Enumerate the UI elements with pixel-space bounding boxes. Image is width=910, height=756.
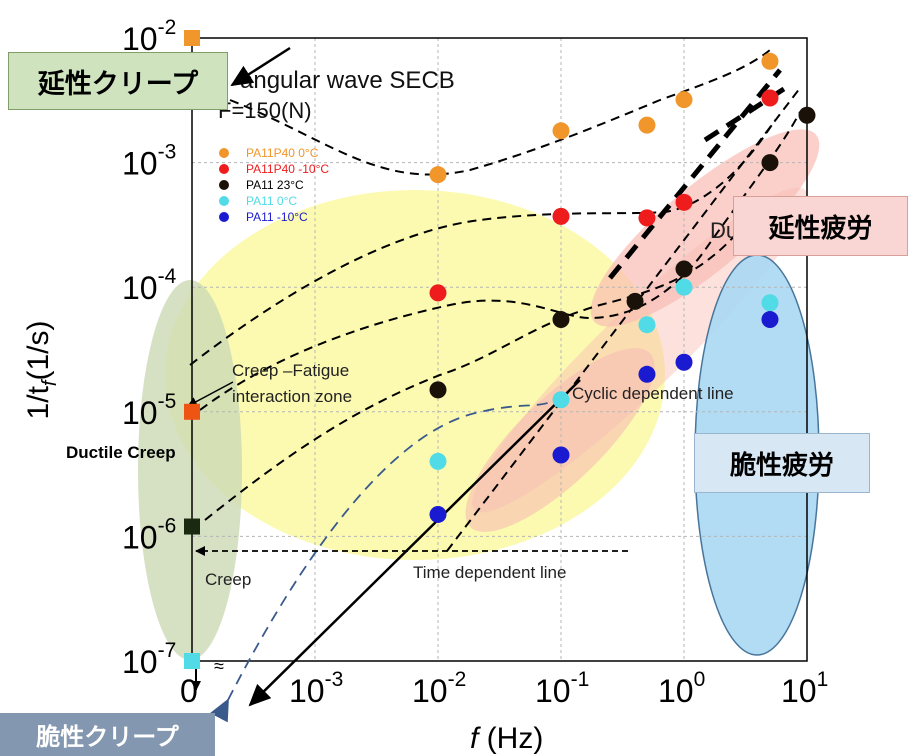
bold-dashed-line bbox=[608, 68, 782, 280]
y-tick-label: 10-2 bbox=[122, 16, 176, 57]
legend-marker bbox=[219, 164, 229, 174]
ductile-creep-box: 延性クリープ bbox=[8, 52, 228, 110]
tick-labels: 10-2 10-3 10-4 10-5 10-6 10-70 10-3 10-2 10-1 100… bbox=[122, 16, 828, 709]
data-point bbox=[429, 166, 447, 184]
trend-PA11-23C bbox=[199, 111, 801, 411]
data-point bbox=[429, 284, 447, 302]
data-point bbox=[675, 193, 693, 211]
data-point bbox=[552, 207, 570, 225]
cyclic-zone bbox=[465, 348, 655, 532]
y-tick-label: 10-3 bbox=[122, 141, 176, 182]
data-point bbox=[638, 316, 656, 334]
data-point bbox=[638, 209, 656, 227]
data-points bbox=[429, 52, 816, 523]
data-point bbox=[429, 381, 447, 399]
x-tick-label: 0 bbox=[180, 673, 198, 709]
data-point bbox=[626, 292, 644, 310]
data-point bbox=[552, 122, 570, 140]
brittle-creep-curve bbox=[209, 391, 561, 723]
y-tick-label: 10-4 bbox=[122, 265, 177, 306]
legend-label: PA11P40 -10°C bbox=[246, 162, 329, 176]
interaction-zone-label: interaction zone bbox=[232, 387, 352, 406]
plot-frame bbox=[191, 37, 808, 662]
creep-marker bbox=[184, 653, 200, 669]
y-tick-label: 10-6 bbox=[122, 514, 176, 555]
x-tick-label: 10-3 bbox=[289, 668, 343, 709]
legend-marker bbox=[219, 180, 229, 190]
legend-marker bbox=[219, 212, 229, 222]
ductile-creep-zone bbox=[138, 280, 242, 660]
data-point bbox=[638, 365, 656, 383]
legend-marker bbox=[219, 196, 229, 206]
creep-fatigue-arrow bbox=[187, 381, 234, 407]
time-dependent-label: Time dependent line bbox=[413, 563, 566, 582]
legend: PA11P40 0°C PA11P40 -10°C PA11 23°C PA11 0°… bbox=[219, 146, 329, 224]
background-zones bbox=[138, 129, 820, 660]
data-point bbox=[675, 278, 693, 296]
x-tick-label: 10-1 bbox=[535, 668, 589, 709]
brittle-creep-box: 脆性クリープ bbox=[0, 713, 215, 756]
chart-subtitle: F=150(N) bbox=[218, 98, 312, 123]
data-point bbox=[761, 154, 779, 172]
data-point bbox=[761, 311, 779, 329]
legend-label: PA11 0°C bbox=[246, 194, 297, 208]
y-tick-label: 10-5 bbox=[122, 390, 176, 431]
creep-markers bbox=[184, 30, 200, 669]
x-tick-label: 10-2 bbox=[412, 668, 466, 709]
pink-band bbox=[472, 187, 808, 513]
trend-PA11-0C bbox=[204, 229, 741, 521]
legend-label: PA11 23°C bbox=[246, 178, 304, 192]
data-point bbox=[552, 391, 570, 409]
chart-title: angular wave SECB bbox=[240, 67, 455, 94]
creep-label: Creep bbox=[205, 570, 251, 589]
ductile-creep-label: Ductile Creep bbox=[66, 443, 176, 462]
svg-text:1/tf(1/s): 1/tf(1/s) bbox=[22, 321, 61, 420]
ductile-fatigue-box: 延性疲労 bbox=[733, 196, 908, 256]
data-point bbox=[798, 106, 816, 124]
x-tick-label: 101 bbox=[781, 668, 828, 709]
data-point bbox=[638, 116, 656, 134]
legend-label: PA11P40 0°C bbox=[246, 146, 319, 160]
y-tick-label: 10-7 bbox=[122, 639, 176, 680]
creep-marker bbox=[184, 30, 200, 46]
trend-lines bbox=[189, 49, 801, 552]
brittle-fatigue-box: 脆性疲労 bbox=[694, 433, 870, 493]
data-point bbox=[429, 452, 447, 470]
data-point bbox=[552, 446, 570, 464]
x-tick-label: 100 bbox=[658, 668, 705, 709]
svg-text:f (Hz): f (Hz) bbox=[470, 722, 543, 755]
trend-PA11P40-0C bbox=[229, 49, 771, 176]
x-axis-label: f (Hz) bbox=[470, 722, 543, 755]
data-point bbox=[761, 52, 779, 70]
axis-break-mark: ≈ bbox=[214, 656, 224, 676]
creep-marker bbox=[184, 403, 200, 420]
data-point bbox=[429, 505, 447, 523]
creep-marker bbox=[184, 518, 200, 535]
data-point bbox=[675, 260, 693, 278]
data-point bbox=[761, 89, 779, 107]
time-dependent-guide bbox=[446, 87, 801, 552]
data-point bbox=[552, 311, 570, 329]
legend-marker bbox=[219, 148, 229, 158]
cyclic-dependent-label: Cyclic dependent line bbox=[572, 384, 734, 403]
data-point bbox=[675, 91, 693, 109]
data-point bbox=[675, 353, 693, 371]
legend-label: PA11 -10°C bbox=[246, 210, 308, 224]
trend-PA11P40-m10C bbox=[189, 119, 776, 366]
ductile-fatigue-zone bbox=[590, 129, 820, 327]
creep-fatigue-label: Creep –Fatigue bbox=[232, 361, 349, 380]
data-point bbox=[761, 294, 779, 312]
cyclic-dependent-arrow-line bbox=[248, 379, 581, 707]
y-axis-label: 1/tf(1/s) bbox=[22, 321, 61, 420]
